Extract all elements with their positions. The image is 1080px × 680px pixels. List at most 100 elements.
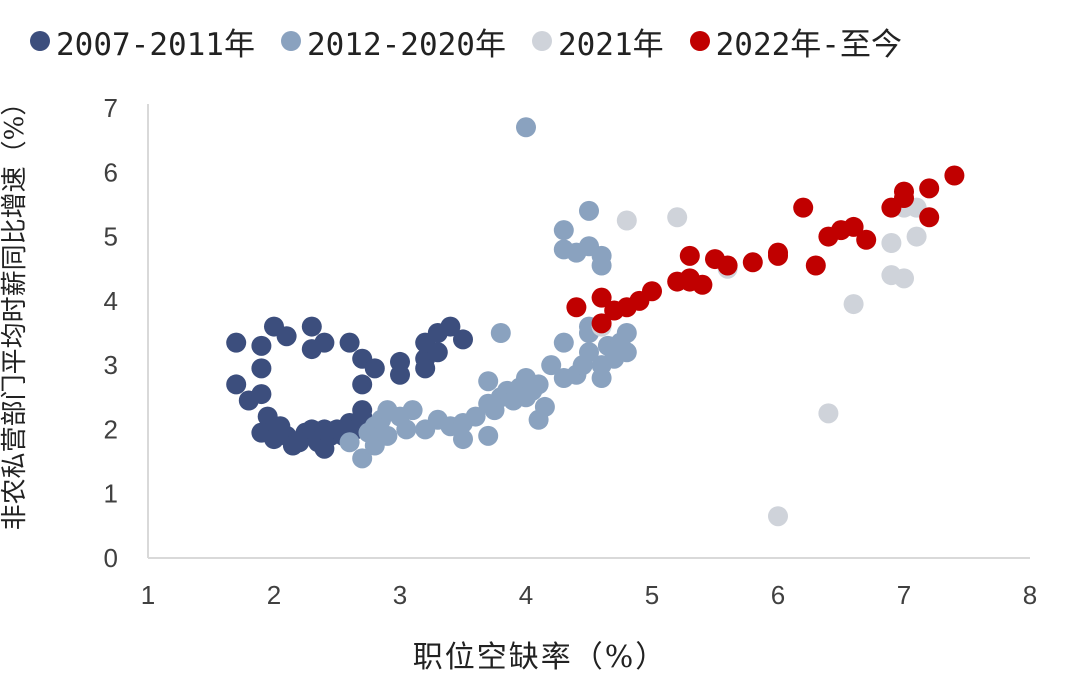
x-tick-label: 3: [393, 580, 407, 610]
chart-legend: 2007-2011年 2012-2020年 2021年 2022年-至今: [30, 18, 1070, 64]
data-point: [226, 332, 247, 353]
data-point: [440, 316, 461, 337]
x-tick-label: 7: [897, 580, 911, 610]
data-point: [339, 432, 360, 453]
data-point: [364, 358, 385, 379]
data-point: [553, 332, 574, 353]
data-point: [856, 229, 877, 250]
data-point: [352, 374, 373, 395]
data-point: [894, 181, 914, 202]
data-point: [465, 406, 486, 427]
x-tick-label: 6: [771, 580, 785, 610]
legend-item-2012-2020: 2012-2020年: [280, 19, 506, 64]
data-point: [314, 332, 335, 353]
data-point: [566, 297, 587, 318]
legend-marker: [689, 31, 710, 51]
data-point: [881, 233, 902, 253]
data-point: [534, 396, 555, 417]
data-point: [402, 400, 423, 421]
legend-marker: [531, 31, 552, 51]
data-point: [453, 329, 473, 350]
data-point: [692, 274, 713, 295]
data-point: [226, 374, 247, 395]
y-tick-label: 6: [104, 157, 118, 187]
y-tick-label: 4: [104, 286, 118, 316]
data-point: [478, 425, 499, 446]
y-axis-title: 非农私营部门平均时薪同比增速（%）: [0, 89, 30, 531]
data-point: [843, 294, 864, 315]
y-tick-label: 0: [104, 543, 118, 573]
legend-label: 2012-2020年: [306, 26, 506, 63]
x-tick-label: 8: [1023, 580, 1037, 610]
data-point: [251, 358, 272, 379]
data-point: [490, 323, 511, 343]
data-point: [768, 242, 788, 263]
data-point: [377, 425, 398, 446]
data-point: [591, 313, 612, 334]
data-point: [717, 255, 738, 276]
data-point: [478, 371, 499, 392]
data-point: [642, 281, 662, 302]
y-tick-label: 5: [104, 222, 118, 252]
data-point: [944, 165, 965, 186]
data-point: [396, 419, 417, 440]
legend-label: 2022年-至今: [715, 26, 902, 63]
legend-label: 2021年: [557, 26, 664, 63]
data-point: [453, 429, 473, 450]
data-point: [591, 245, 612, 266]
data-point: [390, 351, 410, 372]
data-point: [616, 210, 637, 231]
y-tick-label: 3: [104, 350, 118, 380]
data-point: [251, 335, 272, 356]
data-point: [616, 323, 637, 343]
x-tick-label: 2: [267, 580, 281, 610]
series-3: [566, 165, 965, 334]
data-point: [541, 355, 562, 376]
legend-marker: [280, 31, 301, 51]
data-point: [579, 342, 599, 363]
series-1: [339, 117, 637, 469]
legend-item-2022-present: 2022年-至今: [689, 19, 902, 64]
legend-item-2007-2011: 2007-2011年: [30, 19, 255, 64]
data-point: [251, 384, 272, 405]
data-points: [226, 117, 965, 527]
data-point: [415, 358, 436, 379]
data-point: [427, 342, 448, 363]
data-point: [516, 117, 536, 138]
data-point: [579, 200, 599, 221]
legend-label: 2007-2011年: [56, 26, 255, 63]
data-point: [818, 403, 839, 424]
series-2: [591, 197, 927, 527]
x-tick-label: 5: [645, 580, 659, 610]
legend-marker: [30, 31, 50, 51]
y-tick-label: 7: [104, 93, 118, 123]
y-tick-label: 2: [104, 414, 118, 444]
data-point: [679, 245, 700, 266]
data-point: [793, 197, 814, 218]
data-point: [553, 220, 574, 241]
data-point: [919, 178, 940, 199]
data-point: [805, 255, 826, 276]
data-point: [919, 207, 940, 228]
series-0: [226, 316, 473, 459]
data-point: [906, 226, 927, 247]
data-point: [742, 252, 763, 273]
data-point: [301, 316, 322, 337]
x-tick-label: 1: [141, 580, 155, 610]
data-point: [339, 332, 360, 353]
legend-item-2021: 2021年: [531, 19, 664, 64]
data-point: [616, 342, 637, 363]
data-point: [528, 374, 549, 395]
y-tick-label: 1: [104, 479, 118, 509]
data-point: [352, 448, 373, 469]
data-point: [591, 287, 612, 308]
data-point: [843, 216, 864, 237]
x-axis-title: 职位空缺率（%）: [412, 640, 668, 675]
data-point: [768, 506, 788, 527]
x-tick-label: 4: [519, 580, 533, 610]
data-point: [894, 268, 914, 289]
data-point: [667, 207, 688, 228]
data-point: [276, 326, 297, 347]
